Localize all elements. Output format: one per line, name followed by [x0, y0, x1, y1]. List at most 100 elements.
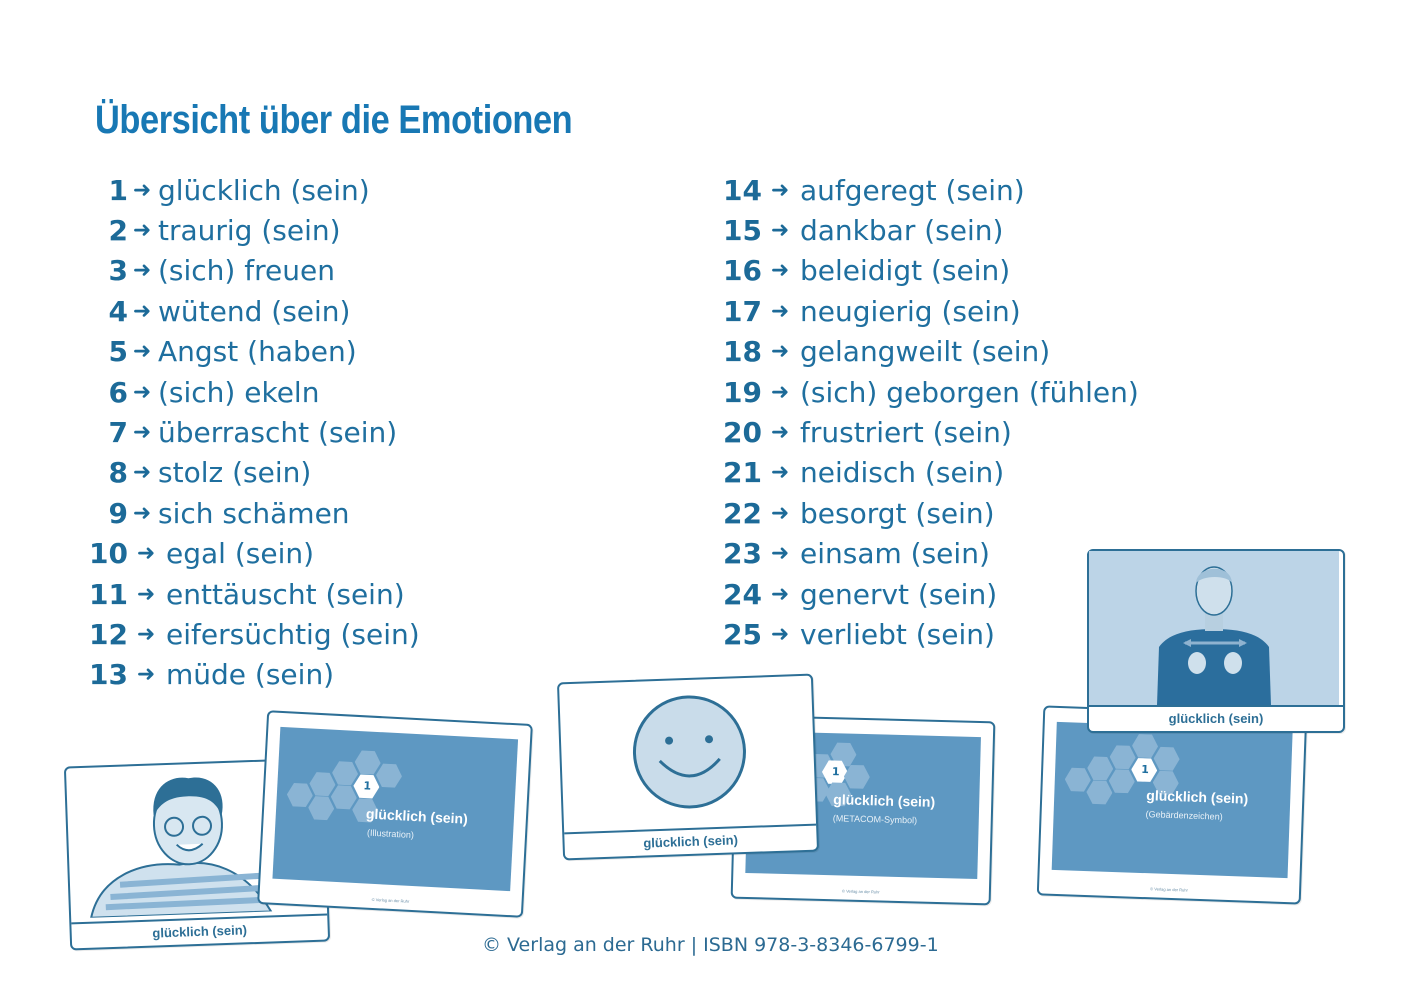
arrow-right-icon: ➜: [132, 177, 152, 203]
card-metacom-front: glücklich (sein): [556, 673, 820, 861]
emotion-label: (sich) geborgen (fühlen): [800, 375, 1139, 409]
emotion-label: enttäuscht (sein): [166, 577, 405, 611]
emotion-item: 13 ➜ müde (sein): [88, 655, 420, 695]
arrow-right-icon: ➜: [132, 420, 152, 446]
emotion-label: dankbar (sein): [800, 214, 1004, 248]
emotion-number: 14: [723, 173, 762, 207]
arrow-right-icon: ➜: [132, 218, 152, 244]
emotion-item: 5 ➜ Angst (haben): [88, 332, 420, 372]
emotion-item: 25 ➜ verliebt (sein): [720, 614, 1139, 654]
smiley-icon: [632, 695, 746, 809]
arrow-right-icon: ➜: [770, 177, 790, 203]
arrow-right-icon: ➜: [132, 500, 152, 526]
emotion-item: 6 ➜ (sich) ekeln: [88, 372, 420, 412]
card-caption: glücklich (sein): [1089, 705, 1343, 731]
arrow-right-icon: ➜: [136, 541, 156, 567]
emotion-number: 13: [89, 658, 128, 692]
arrow-right-icon: ➜: [770, 420, 790, 446]
emotion-label: aufgeregt (sein): [800, 173, 1025, 207]
card-caption: glücklich (sein): [71, 913, 329, 949]
emotion-number: 15: [723, 214, 762, 248]
emotion-label: neugierig (sein): [800, 294, 1021, 328]
footer-copyright: © Verlag an der Ruhr | ISBN 978-3-8346-6…: [482, 934, 939, 956]
emotion-number: 20: [723, 416, 762, 450]
emotion-label: besorgt (sein): [800, 496, 995, 530]
card-subtitle: (Gebärdenzeichen): [1145, 809, 1223, 822]
emotion-label: glücklich (sein): [158, 173, 370, 207]
card-number: 1: [831, 765, 840, 779]
emotion-number: 8: [108, 456, 128, 490]
emotion-item: 8 ➜ stolz (sein): [88, 453, 420, 493]
card-title: glücklich (sein): [365, 805, 469, 827]
emotion-number: 19: [723, 375, 762, 409]
emotion-number: 5: [108, 335, 128, 369]
emotion-item: 11 ➜ enttäuscht (sein): [88, 574, 420, 614]
card-gesture-back: 1 glücklich (sein) (Gebärdenzeichen) © V…: [1036, 705, 1308, 905]
emotion-number: 2: [108, 214, 128, 248]
emotion-number: 25: [723, 617, 762, 651]
emotion-list-left: 1 ➜ glücklich (sein) 2 ➜ traurig (sein) 3 ➜ (sic…: [88, 170, 420, 695]
arrow-right-icon: ➜: [136, 621, 156, 647]
card-subtitle: (METACOM-Symbol): [832, 813, 918, 826]
emotion-number: 24: [723, 577, 762, 611]
sign-language-photo: [1089, 551, 1339, 705]
emotion-label: müde (sein): [166, 658, 335, 692]
emotion-item: 14 ➜ aufgeregt (sein): [720, 170, 1139, 210]
emotion-label: traurig (sein): [158, 214, 341, 248]
emotion-item: 1 ➜ glücklich (sein): [88, 170, 420, 210]
arrow-right-icon: ➜: [770, 460, 790, 486]
card-fineprint: © Verlag an der Ruhr: [1150, 886, 1188, 893]
emotion-item: 21 ➜ neidisch (sein): [720, 453, 1139, 493]
arrow-right-icon: ➜: [770, 500, 790, 526]
emotion-number: 4: [108, 294, 128, 328]
arrow-right-icon: ➜: [770, 581, 790, 607]
emotion-item: 2 ➜ traurig (sein): [88, 210, 420, 250]
emotion-item: 12 ➜ eifersüchtig (sein): [88, 614, 420, 654]
emotion-item: 22 ➜ besorgt (sein): [720, 493, 1139, 533]
arrow-right-icon: ➜: [132, 379, 152, 405]
card-number: 1: [1140, 762, 1150, 777]
emotion-label: genervt (sein): [800, 577, 998, 611]
emotion-number: 12: [89, 617, 128, 651]
emotion-label: wütend (sein): [158, 294, 351, 328]
page-title: Übersicht über die Emotionen: [95, 98, 573, 142]
emotion-number: 10: [89, 537, 128, 571]
arrow-right-icon: ➜: [132, 339, 152, 365]
arrow-right-icon: ➜: [770, 298, 790, 324]
card-gesture-front: glücklich (sein): [1087, 549, 1345, 733]
emotion-item: 19 ➜ (sich) geborgen (fühlen): [720, 372, 1139, 412]
arrow-right-icon: ➜: [770, 541, 790, 567]
card-title: glücklich (sein): [833, 791, 936, 810]
emotion-number: 3: [108, 254, 128, 288]
emotion-item: 18 ➜ gelangweilt (sein): [720, 332, 1139, 372]
emotion-label: neidisch (sein): [800, 456, 1005, 490]
emotion-label: frustriert (sein): [800, 416, 1012, 450]
emotion-number: 16: [723, 254, 762, 288]
emotion-label: überrascht (sein): [158, 416, 398, 450]
emotion-label: gelangweilt (sein): [800, 335, 1051, 369]
emotion-item: 7 ➜ überrascht (sein): [88, 412, 420, 452]
emotion-item: 15 ➜ dankbar (sein): [720, 210, 1139, 250]
emotion-item: 17 ➜ neugierig (sein): [720, 291, 1139, 331]
emotion-label: beleidigt (sein): [800, 254, 1011, 288]
emotion-number: 22: [723, 496, 762, 530]
card-illustration-front: glücklich (sein): [63, 757, 331, 951]
emotion-label: sich schämen: [158, 496, 350, 530]
emotion-label: (sich) freuen: [158, 254, 335, 288]
card-fineprint: © Verlag an der Ruhr: [841, 888, 880, 895]
arrow-right-icon: ➜: [770, 379, 790, 405]
emotion-label: stolz (sein): [158, 456, 312, 490]
emotion-label: einsam (sein): [800, 537, 990, 571]
card-back-panel: 1 glücklich (sein) (Illustration): [272, 726, 519, 892]
emotion-label: egal (sein): [166, 537, 315, 571]
emotion-item: 16 ➜ beleidigt (sein): [720, 251, 1139, 291]
card-back-panel: 1 glücklich (sein) (Gebärdenzeichen): [1051, 721, 1293, 879]
emotion-number: 6: [108, 375, 128, 409]
emotion-item: 9 ➜ sich schämen: [88, 493, 420, 533]
emotion-label: (sich) ekeln: [158, 375, 320, 409]
arrow-right-icon: ➜: [770, 621, 790, 647]
emotion-list-right: 14 ➜ aufgeregt (sein) 15 ➜ dankbar (sein) 16 ➜ b…: [720, 170, 1139, 655]
boy-illustration: [89, 777, 276, 919]
arrow-right-icon: ➜: [132, 258, 152, 284]
arrow-right-icon: ➜: [132, 460, 152, 486]
